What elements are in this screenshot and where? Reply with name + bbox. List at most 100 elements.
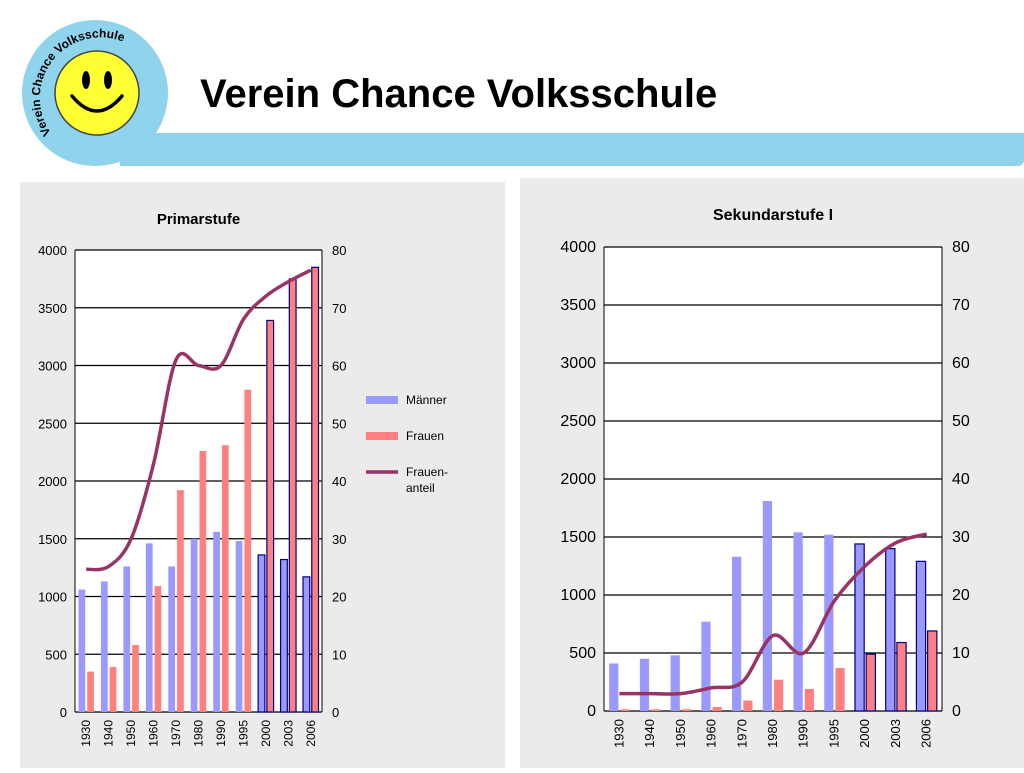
bar-frauen [132,645,139,712]
x-tick-label: 1970 [169,720,183,747]
y-tick-label: 1000 [560,587,596,604]
y-tick-label: 1000 [38,590,67,605]
y-tick-label: 0 [60,705,67,720]
y2-tick-label: 40 [952,471,970,488]
bar-maenner [885,548,896,712]
bar-frauen [865,653,877,712]
legend-swatch [366,432,398,440]
bar-maenner [213,531,220,712]
page-title: Verein Chance Volksschule [200,72,718,116]
bar-frauen [681,709,692,711]
y2-tick-label: 20 [332,590,346,605]
y2-tick-label: 50 [952,413,970,430]
y-tick-label: 4000 [38,243,67,258]
bar-maenner [235,541,243,712]
x-tick-label: 2006 [919,719,934,748]
y-tick-label: 3500 [560,297,596,314]
bar-maenner [302,576,311,713]
bar-maenner [609,663,619,711]
y2-tick-label: 30 [952,529,970,546]
legend-swatch [366,396,398,404]
x-tick-label: 1970 [734,719,749,748]
bar-maenner [915,560,927,712]
x-tick-label: 1995 [826,719,841,748]
y2-tick-label: 10 [332,647,346,662]
bar-maenner [670,655,680,711]
y-tick-label: 2000 [38,474,67,489]
legend-label: Männer [406,393,447,407]
bar-frauen [774,679,784,711]
x-tick-label: 1950 [673,719,688,748]
x-tick-label: 1940 [102,720,116,747]
bar-maenner [145,543,153,712]
bar-maenner [279,558,288,713]
y-tick-label: 500 [45,647,67,662]
y2-tick-label: 60 [952,355,970,372]
chart-panel-primarstufe: Primarstufe 0 500 1000 1500 2000 2500 3000 3500 4… [20,182,505,768]
logo: Verein Chance Volksschule [20,18,170,173]
bar-frauen [743,700,753,711]
y-tick-label: 4000 [560,239,596,256]
bar-maenner [793,532,803,711]
legend-label: Frauen- [406,465,448,479]
y-tick-label: 500 [569,645,596,662]
y2-tick-label: 0 [332,705,339,720]
chart-title: Sekundarstufe I [713,207,833,224]
bar-maenner [732,556,742,711]
chart-title: Primarstufe [157,211,240,228]
x-tick-label: 2000 [259,720,273,747]
line-frauenanteil [86,268,312,572]
y2-tick-label: 60 [332,359,346,374]
bar-frauen [288,278,297,713]
bar-frauen [651,709,661,711]
x-tick-label: 1930 [611,719,626,748]
x-tick-label: 1995 [236,720,250,747]
x-tick-label: 1980 [765,719,780,748]
legend-label: anteil [406,481,435,495]
bar-frauen [835,668,845,711]
x-tick-label: 1980 [192,720,206,747]
y-tick-label: 2500 [38,416,67,431]
bar-frauen [927,630,938,712]
bar-maenner [100,581,108,712]
y2-tick-label: 80 [952,239,970,256]
bar-frauen [221,445,229,712]
bar-frauen [311,266,320,713]
x-tick-label: 2003 [888,719,903,748]
bar-maenner [257,554,266,713]
y2-tick-label: 80 [332,243,346,258]
bar-maenner [78,589,86,712]
smiley-icon [54,50,140,136]
y2-tick-label: 0 [952,703,961,720]
bar-frauen [109,666,117,712]
y2-tick-label: 30 [332,532,346,547]
x-tick-label: 1990 [214,720,228,747]
x-tick-label: 1940 [642,719,657,748]
x-tick-label: 2006 [304,720,318,747]
bar-frauen [804,688,814,711]
bar-frauen [154,586,162,712]
chart-sekundarstufe: Sekundarstufe I0500100015002000250030003… [560,207,970,748]
line-frauenanteil [619,532,928,696]
y-tick-label: 1500 [38,532,67,547]
x-tick-label: 1950 [124,720,138,747]
y2-tick-label: 50 [332,416,346,431]
y-tick-label: 1500 [560,529,596,546]
bar-frauen [177,490,184,712]
y2-tick-label: 20 [952,587,970,604]
bar-frauen [199,450,207,712]
chart-primarstufe: Primarstufe05001000150020002500300035004… [38,211,448,747]
bar-maenner [168,566,176,712]
bar-frauen [244,389,252,712]
y-tick-label: 3000 [38,359,67,374]
chart-panel-sekundarstufe: Sekundarstufe I 0 500 1000 1500 2000 2500 3000 3… [520,178,1024,768]
bar-frauen [712,706,722,711]
y2-tick-label: 10 [952,645,970,662]
bar-maenner [762,501,772,711]
y-tick-label: 2500 [560,413,596,430]
bar-maenner [854,543,865,712]
x-tick-label: 2000 [857,719,872,748]
y-tick-label: 0 [587,703,596,720]
y2-tick-label: 70 [332,301,346,316]
bar-frauen [266,319,275,713]
